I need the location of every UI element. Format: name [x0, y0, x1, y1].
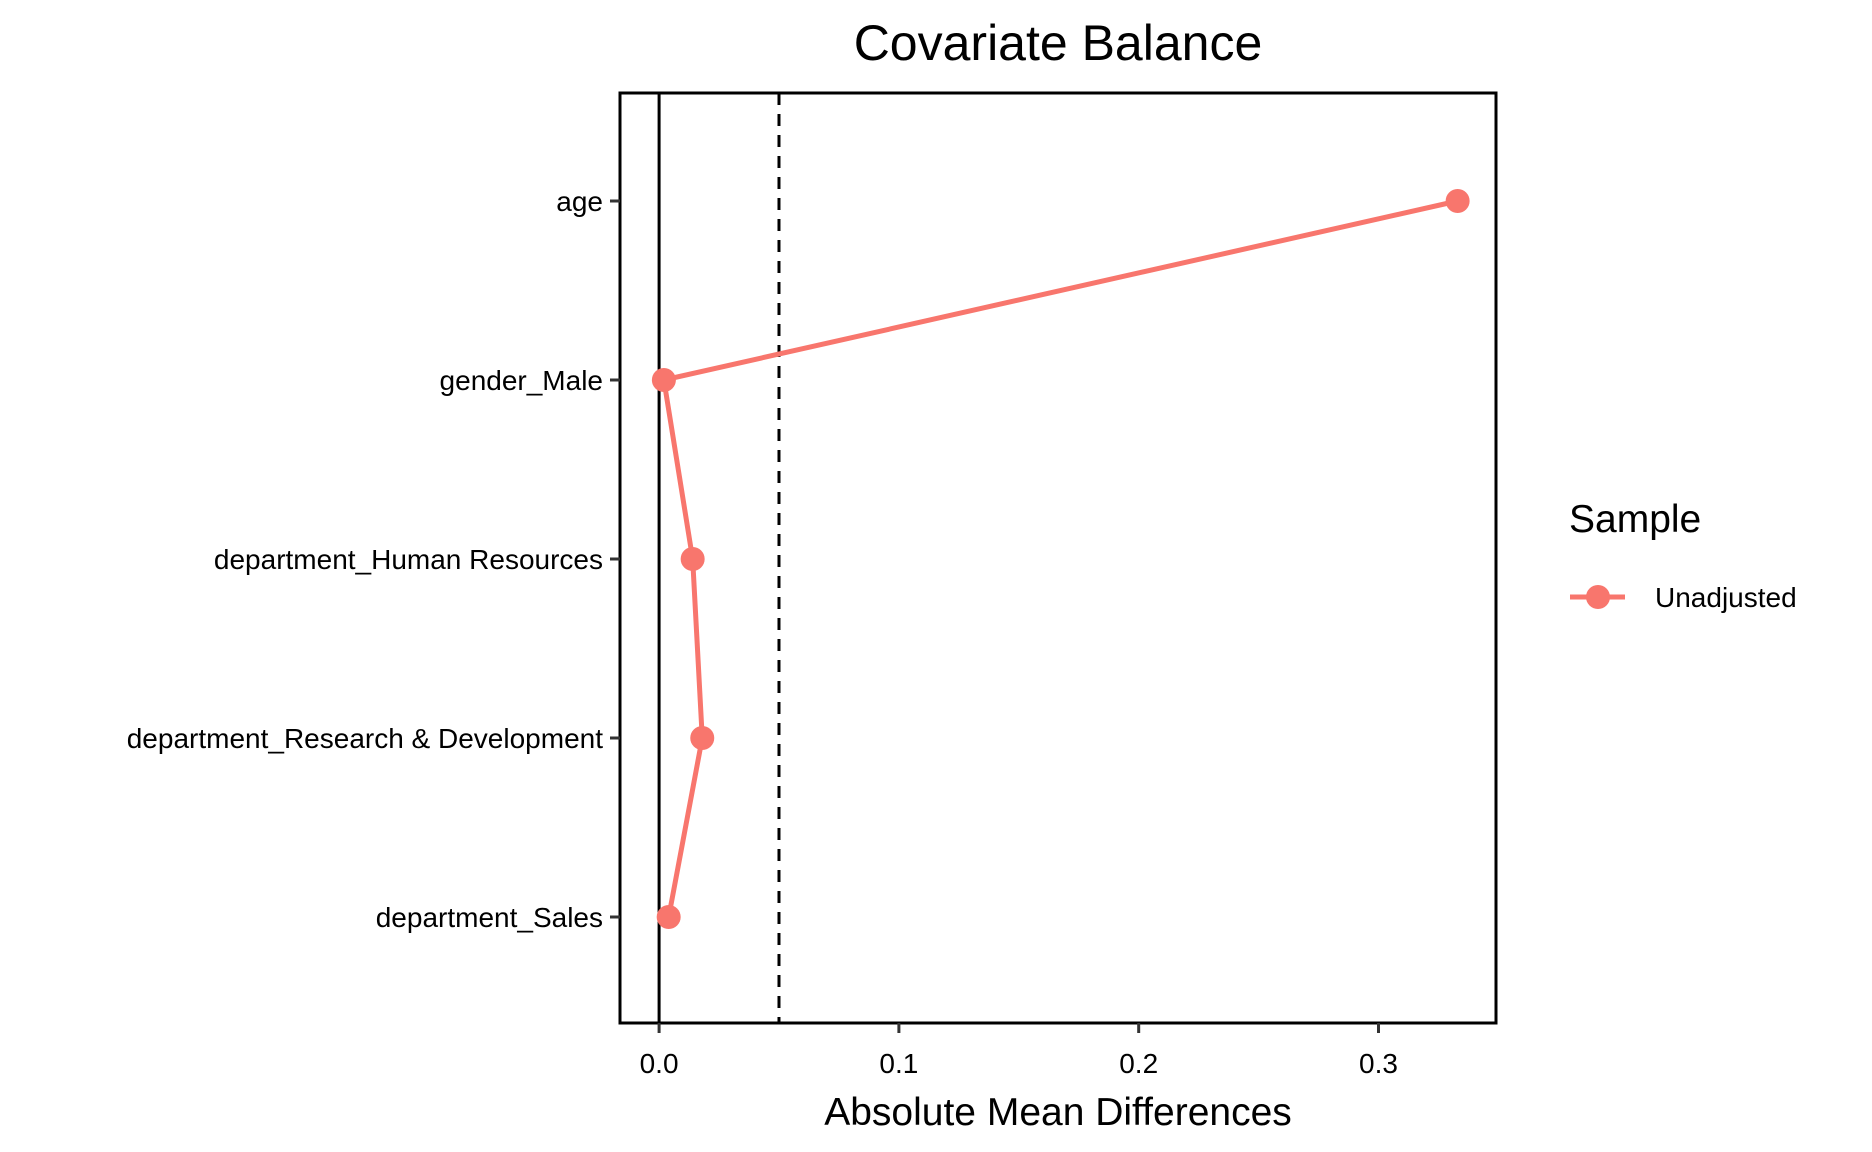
chart-title: Covariate Balance	[854, 15, 1263, 71]
series-unadjusted	[651, 189, 1470, 929]
data-point	[651, 368, 676, 392]
y-tick-label: gender_Male	[440, 365, 603, 396]
legend-title: Sample	[1569, 498, 1701, 541]
legend[interactable]: Sample Unadjusted	[1569, 498, 1797, 613]
data-point	[656, 905, 681, 929]
y-tick-label: department_Human Resources	[214, 544, 603, 575]
x-tick-label: 0.1	[879, 1048, 918, 1079]
x-axis-title: Absolute Mean Differences	[824, 1091, 1292, 1134]
y-tick-label: department_Research & Development	[127, 723, 603, 754]
x-tick-label: 0.0	[640, 1048, 679, 1079]
data-point	[680, 547, 705, 571]
x-axis: 0.0 0.1 0.2 0.3	[640, 1023, 1398, 1079]
panel-border	[618, 91, 1498, 1025]
plot-panel	[618, 91, 1498, 1025]
legend-key-dot	[1586, 585, 1610, 609]
series-line	[661, 198, 1459, 918]
data-point	[1445, 189, 1470, 213]
y-tick-label: age	[556, 186, 603, 217]
x-tick-label: 0.3	[1359, 1048, 1398, 1079]
legend-label-unadjusted: Unadjusted	[1655, 582, 1797, 613]
y-tick-label: department_Sales	[376, 902, 603, 933]
y-axis: age gender_Male department_Human Resources…	[127, 186, 620, 933]
data-point	[690, 726, 715, 750]
x-tick-label: 0.2	[1119, 1048, 1158, 1079]
